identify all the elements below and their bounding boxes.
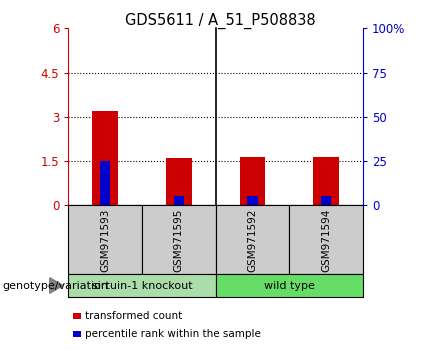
Bar bbox=[174, 196, 184, 205]
Text: wild type: wild type bbox=[264, 280, 315, 291]
Text: GSM971593: GSM971593 bbox=[100, 208, 110, 272]
Text: GSM971592: GSM971592 bbox=[247, 208, 257, 272]
Bar bbox=[166, 158, 192, 205]
Text: percentile rank within the sample: percentile rank within the sample bbox=[85, 329, 261, 339]
Text: transformed count: transformed count bbox=[85, 311, 182, 321]
Bar bbox=[313, 156, 339, 205]
Bar bbox=[100, 161, 110, 205]
Text: GDS5611 / A_51_P508838: GDS5611 / A_51_P508838 bbox=[125, 12, 315, 29]
Bar bbox=[239, 156, 265, 205]
Bar bbox=[247, 196, 257, 205]
Bar bbox=[321, 196, 331, 205]
Text: genotype/variation: genotype/variation bbox=[2, 280, 108, 291]
Text: GSM971594: GSM971594 bbox=[321, 208, 331, 272]
Text: sirtuin-1 knockout: sirtuin-1 knockout bbox=[92, 280, 192, 291]
Bar bbox=[92, 111, 118, 205]
Text: GSM971595: GSM971595 bbox=[174, 208, 184, 272]
